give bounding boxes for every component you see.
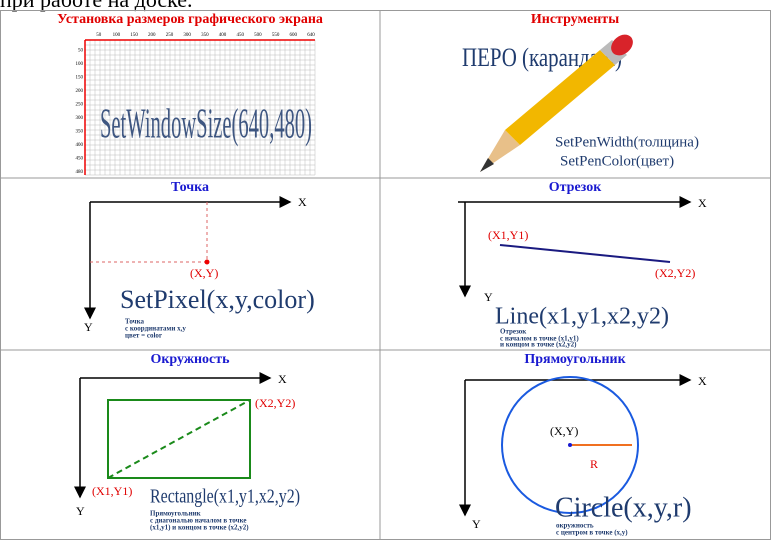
command: Rectangle(x1,y1,x2,y2) [150, 486, 300, 508]
segment [500, 245, 670, 262]
point-label: (X,Y) [190, 266, 218, 280]
command: Line(x1,y1,x2,y2) [495, 304, 669, 330]
ruler-label: 50 [96, 33, 102, 38]
ruler-label: 150 [76, 76, 84, 81]
ruler-label: 500 [254, 33, 262, 38]
ruler-label: 200 [76, 89, 84, 94]
axis-label: Y [472, 517, 481, 531]
cell-title: Окружность [150, 352, 230, 367]
tool-line: SetPenColor(цвет) [560, 153, 674, 169]
point-label: (X2,Y2) [255, 396, 295, 410]
note: цвет = color [125, 332, 162, 340]
caption: SetWindowSize(640,480) [100, 102, 312, 148]
axis-label: X [698, 374, 707, 388]
cell-title: Установка размеров графического экрана [57, 12, 323, 27]
point-label: (X1,Y1) [488, 228, 528, 242]
point-label: (X2,Y2) [655, 266, 695, 280]
ruler-label: 300 [183, 33, 191, 38]
ruler-label: 250 [76, 103, 84, 108]
ruler-label: 350 [201, 33, 209, 38]
note: (x1,y1) и концом в точке (x2,y2) [150, 524, 249, 532]
ruler-label: 50 [78, 49, 84, 54]
ruler-label: 450 [76, 157, 84, 162]
axis-label: X [698, 196, 707, 210]
diagonal [108, 400, 250, 478]
ruler-label: 480 [76, 170, 84, 175]
center [568, 443, 572, 447]
ruler-label: 550 [272, 33, 280, 38]
command: Circle(x,y,r) [555, 492, 692, 523]
ruler-label: 400 [76, 143, 84, 148]
axis-label: Y [76, 504, 85, 518]
tool-line: SetPenWidth(толщина) [555, 134, 699, 150]
ruler-label: 250 [166, 33, 174, 38]
radius-label: R [590, 457, 598, 471]
ruler-label: 350 [76, 130, 84, 135]
point-label: (X1,Y1) [92, 484, 132, 498]
ruler-label: 100 [113, 33, 121, 38]
command: SetPixel(x,y,color) [120, 285, 315, 314]
ruler-label: 150 [130, 33, 138, 38]
axis-label: Y [84, 320, 93, 334]
axis-label: Y [484, 290, 493, 304]
point [205, 260, 210, 265]
axis-label: X [278, 372, 287, 386]
guide [90, 202, 207, 262]
ruler-label: 100 [76, 62, 84, 67]
ruler-label: 200 [148, 33, 156, 38]
ruler-label: 300 [76, 116, 84, 121]
cell-title: Точка [171, 180, 209, 195]
axis-label: X [298, 195, 307, 209]
ruler-label: 400 [219, 33, 227, 38]
cell-title: Отрезок [549, 180, 602, 195]
note: с центром в точке (x,y) [556, 529, 628, 537]
ruler-label: 640 [307, 33, 315, 38]
slide: при работе на доске. Установка размеров … [0, 0, 783, 540]
ruler-label: 600 [290, 33, 298, 38]
cell-title: Прямоугольник [524, 352, 626, 367]
ruler-label: 450 [236, 33, 244, 38]
point-label: (X,Y) [550, 424, 578, 438]
cell-title: Инструменты [531, 12, 619, 27]
note: и концом в точке (x2,y2) [500, 341, 577, 349]
